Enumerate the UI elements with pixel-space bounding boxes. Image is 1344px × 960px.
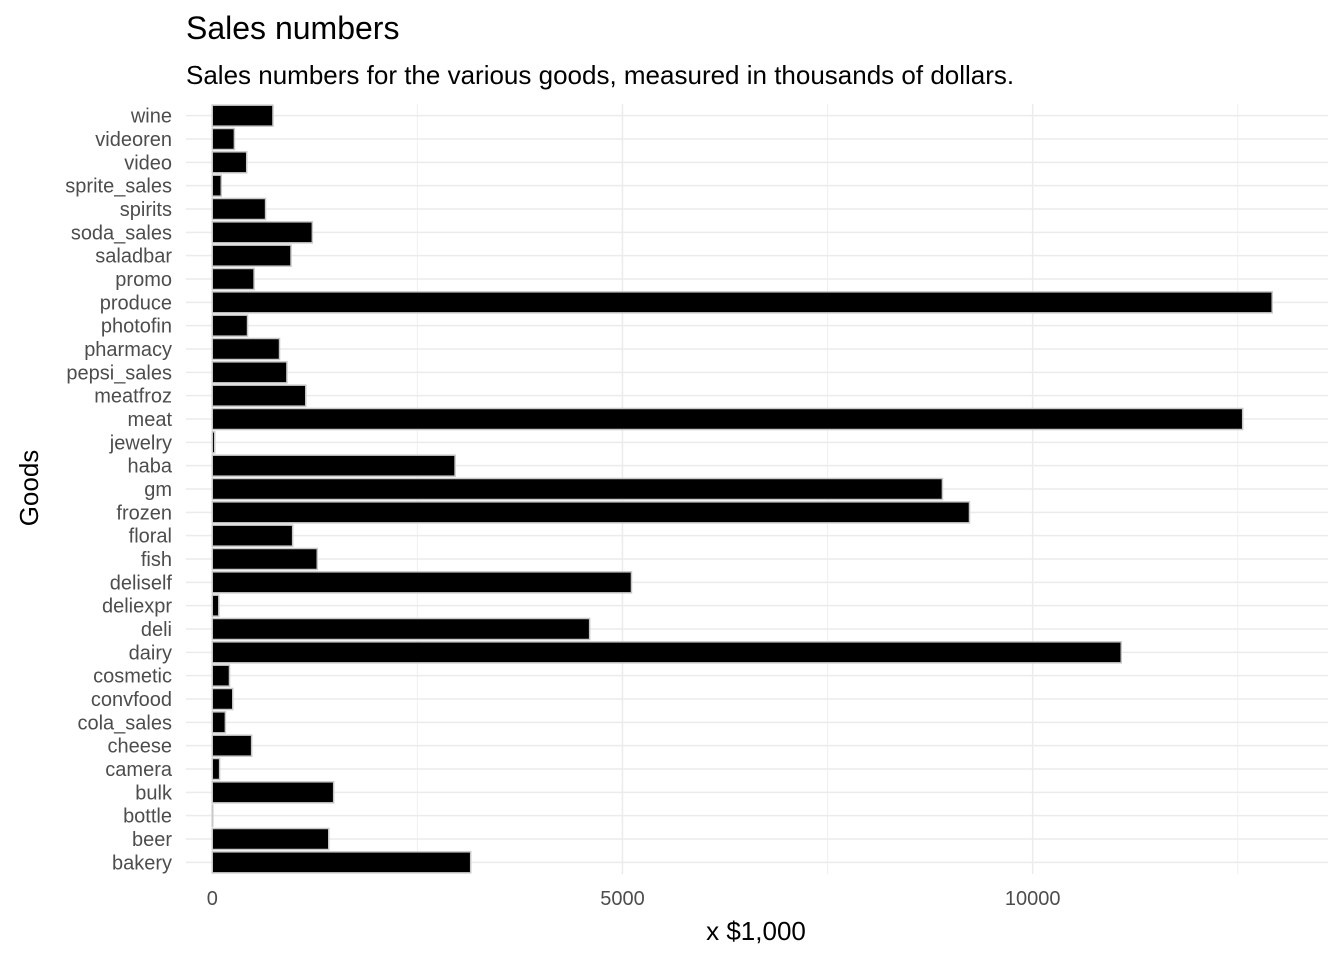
y-tick-label: deli xyxy=(141,619,172,641)
bar-meat xyxy=(211,407,1244,431)
grid-lines xyxy=(186,104,1328,874)
y-tick-label: camera xyxy=(105,759,173,781)
x-axis-title: x $1,000 xyxy=(706,916,806,946)
y-tick-label: pharmacy xyxy=(84,339,172,361)
y-tick-label: cheese xyxy=(108,736,173,758)
y-tick-label: produce xyxy=(100,292,172,314)
y-tick-label: meat xyxy=(128,409,173,431)
bar-cola_sales xyxy=(211,711,227,734)
bar-deliexpr xyxy=(211,594,220,617)
bar-deli xyxy=(211,617,591,641)
bar-deliself xyxy=(211,571,633,594)
y-tick-label: deliexpr xyxy=(102,596,172,618)
x-tick-label: 5000 xyxy=(600,888,645,910)
y-tick-label: wine xyxy=(130,106,172,128)
y-tick-label: cosmetic xyxy=(93,666,172,688)
bar-video xyxy=(211,151,248,174)
y-tick-label: beer xyxy=(132,829,172,851)
y-tick-label: videoren xyxy=(95,129,172,151)
bar-photofin xyxy=(211,314,249,337)
y-tick-label: pepsi_sales xyxy=(66,362,172,384)
y-tick-label: meatfroz xyxy=(94,386,172,408)
bar-beer xyxy=(211,827,330,851)
y-tick-label: promo xyxy=(115,269,172,291)
y-tick-label: bakery xyxy=(112,852,172,874)
y-tick-label: bulk xyxy=(135,782,173,804)
bar-pharmacy xyxy=(211,337,281,361)
y-tick-label: dairy xyxy=(129,642,172,664)
bar-cosmetic xyxy=(211,664,231,687)
bar-meatfroz xyxy=(211,384,307,407)
y-tick-label: bottle xyxy=(123,806,172,828)
bar-gm xyxy=(211,477,944,501)
x-tick-label: 10000 xyxy=(1005,888,1061,910)
y-tick-label: video xyxy=(124,152,172,174)
y-tick-label: deliself xyxy=(110,572,173,594)
y-tick-label: fish xyxy=(141,549,172,571)
chart-subtitle: Sales numbers for the various goods, mea… xyxy=(186,60,1015,90)
y-tick-label: frozen xyxy=(116,502,172,524)
y-tick-label: convfood xyxy=(91,689,172,711)
bar-promo xyxy=(211,267,255,291)
bar-bakery xyxy=(211,851,472,874)
bar-cheese xyxy=(211,734,253,757)
y-tick-label: photofin xyxy=(101,316,172,338)
bar-wine xyxy=(211,104,274,127)
bar-bottle xyxy=(211,804,214,827)
y-tick-label: haba xyxy=(128,456,173,478)
bar-produce xyxy=(211,291,1273,314)
bar-bulk xyxy=(211,781,335,804)
bar-jewelry xyxy=(211,431,216,454)
y-tick-label: cola_sales xyxy=(77,712,172,734)
bar-pepsi_sales xyxy=(211,361,288,384)
bar-spirits xyxy=(211,197,267,221)
chart-title: Sales numbers xyxy=(186,10,400,46)
x-tick-labels: 0 5000 10000 xyxy=(207,888,1061,910)
y-tick-label: sprite_sales xyxy=(65,176,172,198)
y-tick-label: spirits xyxy=(120,199,172,221)
y-tick-labels: bakerybeerbottlebulkcameracheesecola_sal… xyxy=(65,106,173,875)
bar-saladbar xyxy=(211,244,292,267)
bar-floral xyxy=(211,524,294,547)
y-tick-label: saladbar xyxy=(95,246,172,268)
y-tick-label: jewelry xyxy=(109,432,172,454)
bar-sprite_sales xyxy=(211,174,223,197)
bar-soda_sales xyxy=(211,221,314,244)
bar-frozen xyxy=(211,501,971,524)
x-tick-label: 0 xyxy=(207,888,218,910)
bar-haba xyxy=(211,454,456,477)
y-axis-title: Goods xyxy=(14,450,44,527)
bar-videoren xyxy=(211,127,236,151)
y-tick-label: gm xyxy=(144,479,172,501)
y-tick-label: soda_sales xyxy=(71,222,172,244)
bar-fish xyxy=(211,547,319,571)
bar-camera xyxy=(211,757,221,781)
bar-dairy xyxy=(211,641,1123,664)
y-tick-label: floral xyxy=(129,526,172,548)
bar-convfood xyxy=(211,687,234,711)
bars xyxy=(211,104,1273,874)
